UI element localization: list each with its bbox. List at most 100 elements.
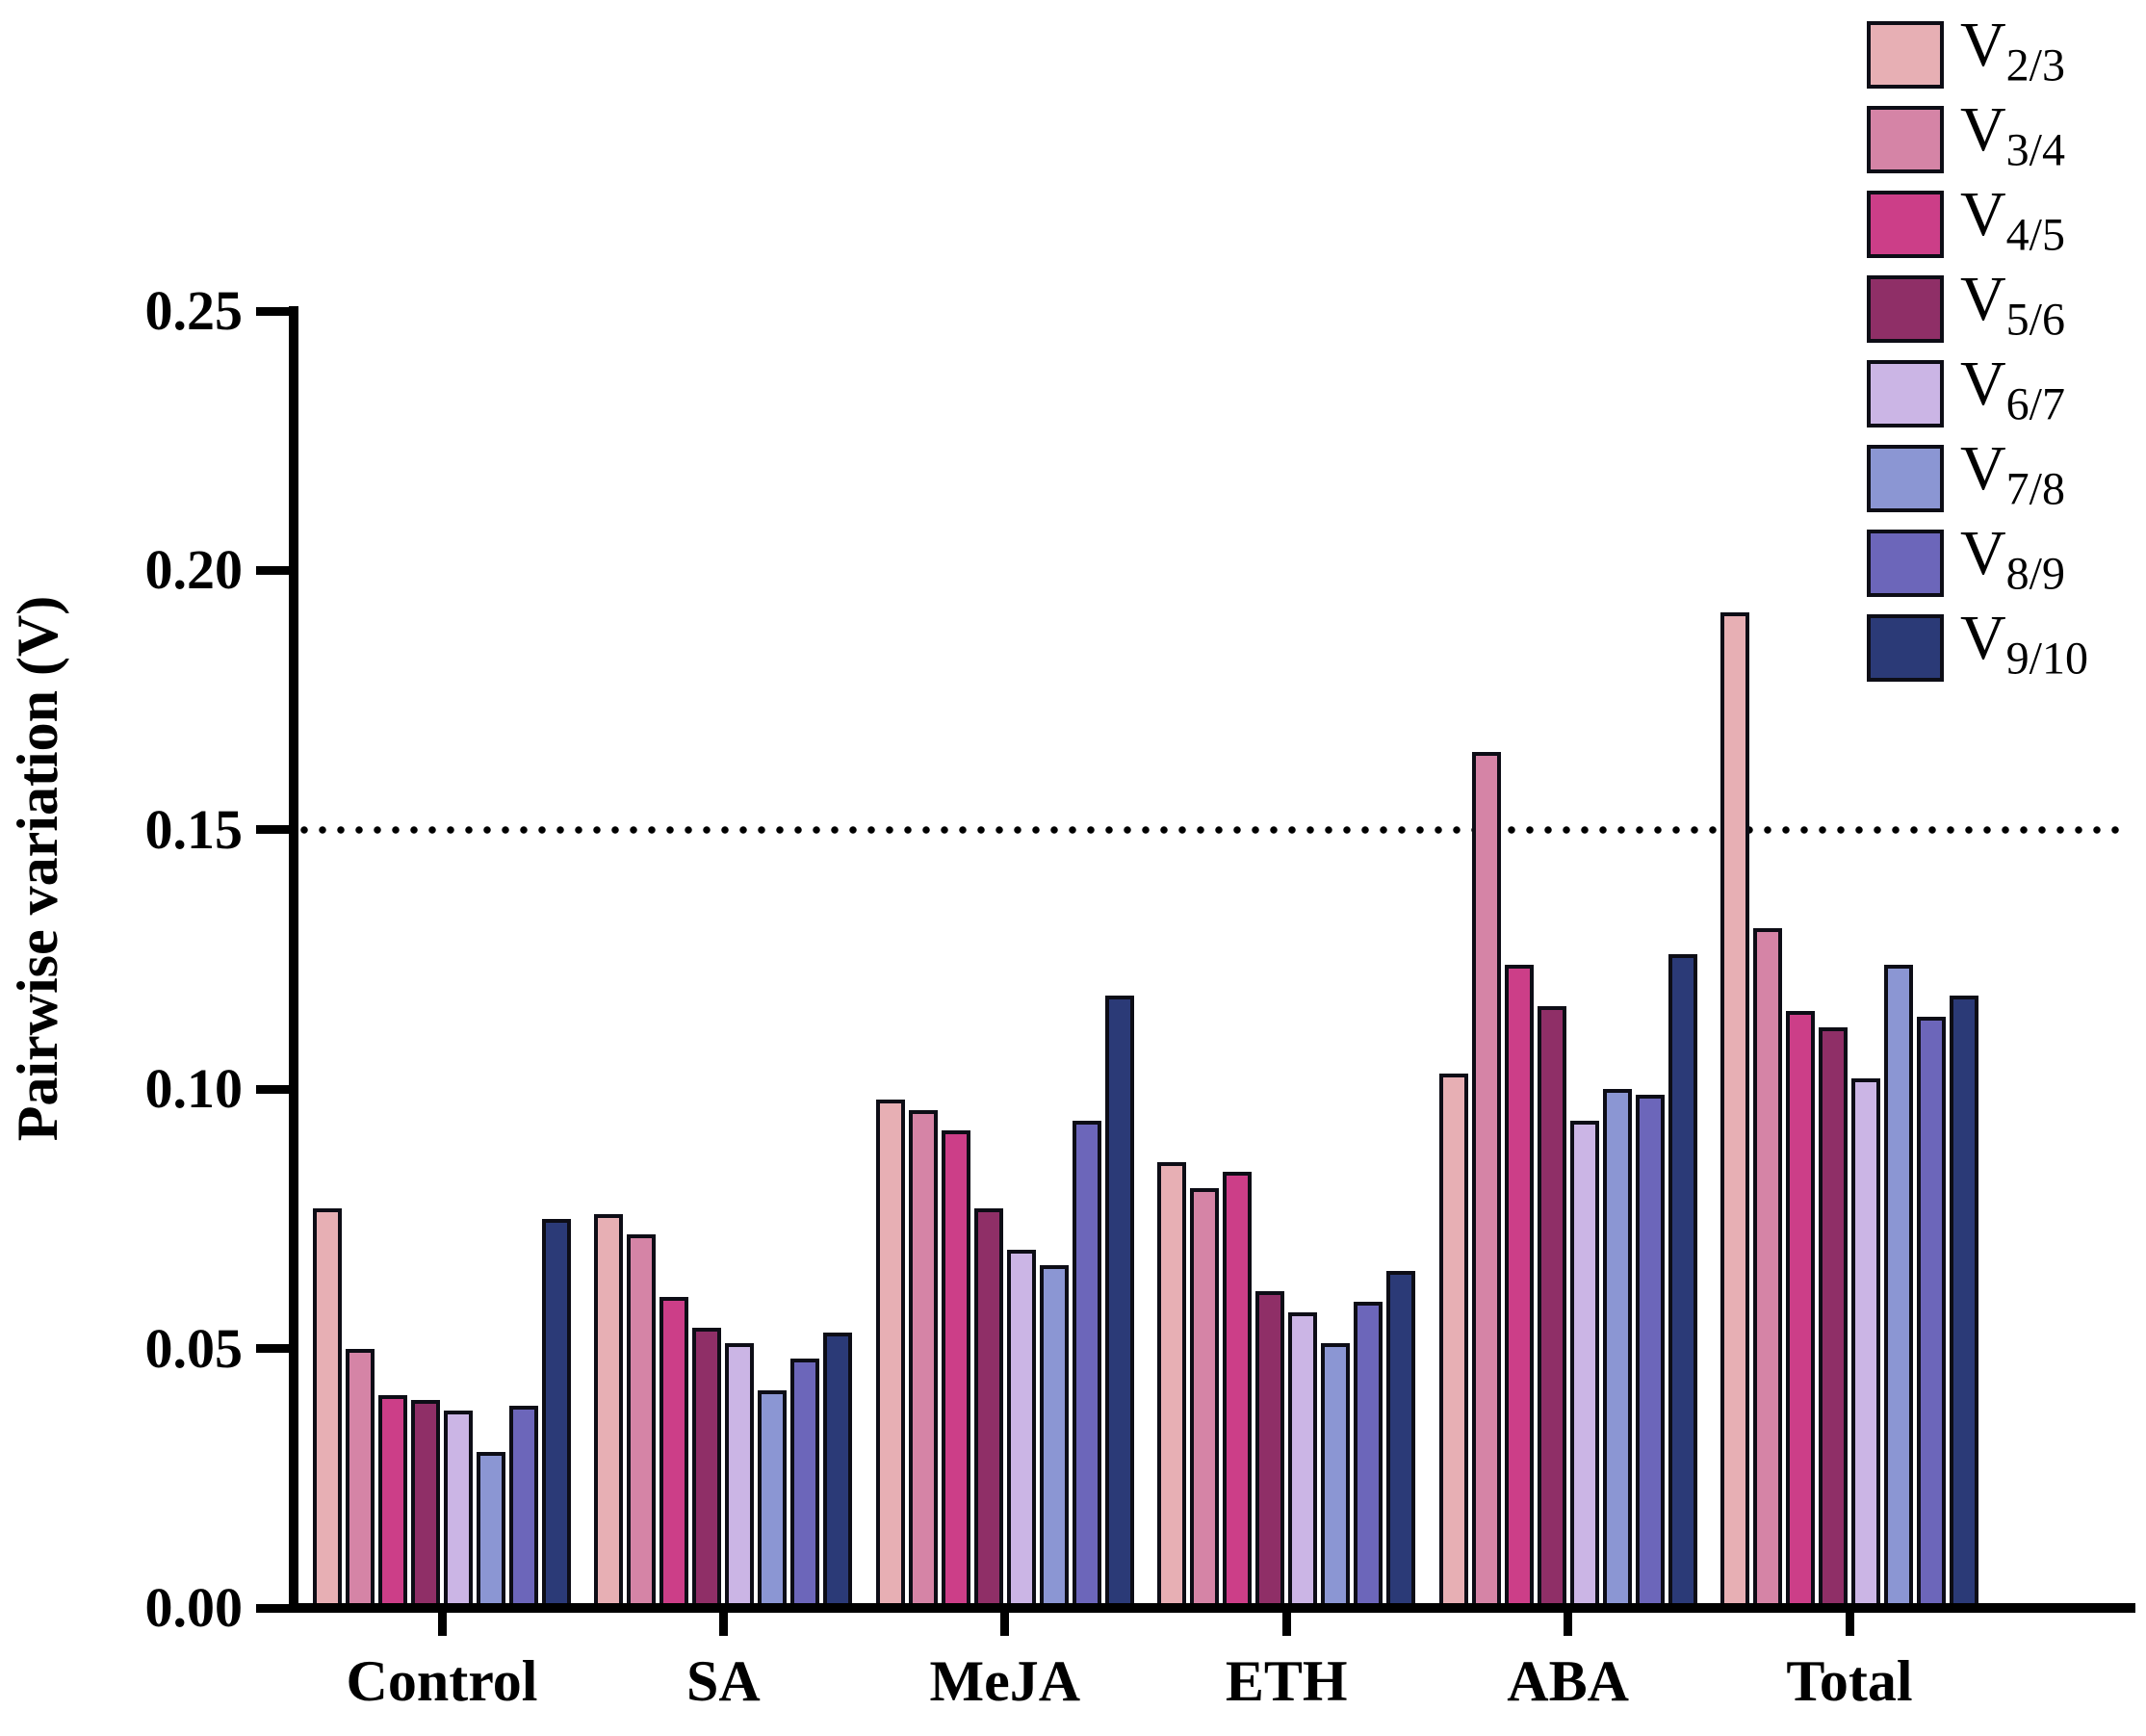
x-axis-line	[289, 1603, 2135, 1613]
legend-label-V5-6: V5/6	[1960, 266, 2065, 353]
legend-label-base: V	[1960, 518, 2006, 588]
bar-V8-9-ETH	[1354, 1302, 1383, 1613]
x-tick-Total	[1845, 1613, 1854, 1636]
bar-V6-7-MeJA	[1006, 1250, 1036, 1613]
x-label-SA: SA	[686, 1649, 761, 1713]
bar-V8-9-ABA	[1635, 1094, 1665, 1613]
bar-V3-4-ETH	[1190, 1187, 1220, 1613]
legend-label-subscript: 8/9	[2005, 548, 2066, 600]
bar-V5-6-ETH	[1255, 1291, 1285, 1613]
legend-label-base: V	[1960, 603, 2006, 673]
legend-label-subscript: 6/7	[2005, 378, 2066, 430]
bar-V7-8-SA	[758, 1389, 788, 1613]
bar-V8-9-Control	[509, 1405, 538, 1613]
bar-V5-6-MeJA	[973, 1208, 1003, 1613]
y-tick-label-0.25: 0.25	[144, 279, 244, 342]
legend-label-base: V	[1960, 264, 2006, 334]
y-tick-label-0.15: 0.15	[144, 797, 244, 861]
bar-V6-7-ABA	[1569, 1120, 1599, 1613]
bar-V2-3-SA	[594, 1213, 624, 1613]
x-tick-MeJA	[1000, 1613, 1010, 1636]
legend-label-subscript: 7/8	[2005, 463, 2066, 515]
bar-V5-6-Control	[411, 1400, 440, 1613]
y-axis-title: Pairwise variation (V)	[6, 595, 69, 1142]
bar-V2-3-Total	[1720, 611, 1749, 1613]
bar-V6-7-SA	[725, 1343, 755, 1613]
bar-V4-5-Control	[378, 1395, 407, 1613]
bar-V5-6-ABA	[1537, 1005, 1566, 1613]
bar-V7-8-Total	[1884, 964, 1913, 1613]
x-tick-Control	[437, 1613, 447, 1636]
y-axis-line	[289, 306, 298, 1613]
bar-V9-10-MeJA	[1104, 996, 1134, 1613]
bar-V6-7-ETH	[1288, 1311, 1318, 1613]
y-tick-label-0.05: 0.05	[144, 1316, 244, 1380]
legend-label-base: V	[1960, 179, 2006, 249]
bar-V8-9-Total	[1917, 1016, 1946, 1613]
legend-swatch-V8-9	[1867, 530, 1944, 597]
y-tick-0.15	[256, 825, 293, 835]
bar-V9-10-Total	[1950, 996, 1978, 1613]
bar-V3-4-SA	[627, 1234, 657, 1613]
x-label-ETH: ETH	[1225, 1649, 1348, 1713]
bar-V2-3-ETH	[1157, 1161, 1187, 1613]
y-tick-0.20	[256, 565, 293, 575]
x-tick-ABA	[1564, 1613, 1573, 1636]
legend-label-V2-3: V2/3	[1960, 12, 2065, 99]
bar-V4-5-Total	[1786, 1011, 1815, 1613]
bar-V8-9-SA	[790, 1359, 820, 1613]
legend-label-subscript: 4/5	[2005, 209, 2066, 261]
legend-swatch-V7-8	[1867, 445, 1944, 512]
x-label-MeJA: MeJA	[929, 1649, 1081, 1713]
bar-V4-5-SA	[659, 1296, 689, 1613]
x-label-ABA: ABA	[1507, 1649, 1629, 1713]
x-label-Total: Total	[1786, 1649, 1913, 1713]
bar-V3-4-Control	[346, 1348, 375, 1613]
legend-label-subscript: 9/10	[2005, 633, 2089, 685]
legend-label-V4-5: V4/5	[1960, 181, 2065, 269]
y-tick-label-0.10: 0.10	[144, 1057, 244, 1121]
legend-label-V6-7: V6/7	[1960, 350, 2065, 438]
bar-V5-6-SA	[692, 1328, 722, 1613]
bar-V2-3-MeJA	[875, 1099, 905, 1613]
legend-label-base: V	[1960, 349, 2006, 419]
legend-swatch-V2-3	[1867, 21, 1944, 89]
bar-V9-10-ABA	[1668, 954, 1697, 1613]
bar-V3-4-ABA	[1471, 751, 1501, 1613]
legend-label-V7-8: V7/8	[1960, 435, 2065, 523]
x-label-Control: Control	[346, 1649, 538, 1713]
x-tick-ETH	[1281, 1613, 1291, 1636]
legend-label-base: V	[1960, 94, 2006, 165]
legend-swatch-V4-5	[1867, 191, 1944, 258]
legend-label-base: V	[1960, 10, 2006, 80]
bar-V2-3-Control	[313, 1208, 342, 1613]
bar-V6-7-Total	[1851, 1078, 1880, 1613]
y-tick-label-0.20: 0.20	[144, 538, 244, 602]
legend-label-V3-4: V3/4	[1960, 96, 2065, 184]
legend-label-V9-10: V9/10	[1960, 605, 2088, 692]
bar-V3-4-MeJA	[908, 1109, 938, 1613]
bar-V5-6-Total	[1819, 1026, 1848, 1613]
reference-line-0.15	[300, 824, 2128, 835]
bar-V9-10-SA	[823, 1333, 853, 1613]
legend-swatch-V9-10	[1867, 614, 1944, 682]
legend-label-V8-9: V8/9	[1960, 520, 2065, 608]
bar-V4-5-ETH	[1223, 1172, 1253, 1613]
bar-V2-3-ABA	[1438, 1074, 1468, 1613]
legend-swatch-V6-7	[1867, 360, 1944, 428]
legend-label-subscript: 5/6	[2005, 294, 2066, 346]
y-tick-label-0.00: 0.00	[144, 1576, 244, 1639]
legend-label-subscript: 3/4	[2005, 124, 2066, 176]
bar-V7-8-MeJA	[1039, 1265, 1069, 1613]
y-tick-0.10	[256, 1084, 293, 1094]
bar-V4-5-MeJA	[941, 1130, 970, 1613]
bar-V8-9-MeJA	[1072, 1120, 1101, 1613]
y-tick-0.25	[256, 306, 293, 316]
bar-V9-10-Control	[542, 1218, 571, 1613]
bar-V4-5-ABA	[1504, 964, 1534, 1613]
bar-V7-8-ETH	[1321, 1343, 1351, 1613]
legend-swatch-V3-4	[1867, 106, 1944, 173]
x-tick-SA	[718, 1613, 728, 1636]
bar-V3-4-Total	[1753, 928, 1782, 1613]
